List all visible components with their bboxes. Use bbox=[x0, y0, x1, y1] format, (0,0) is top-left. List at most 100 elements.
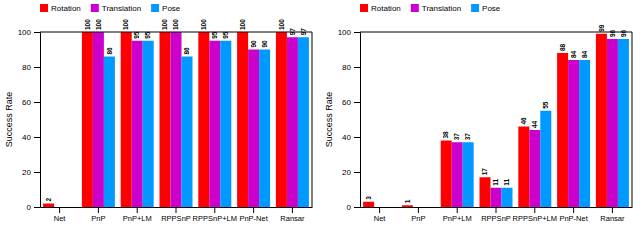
tick-mark bbox=[292, 207, 293, 213]
tick: 80 bbox=[342, 63, 360, 72]
tick-label: 0 bbox=[347, 203, 352, 212]
tick-mark bbox=[34, 207, 40, 208]
tick-mark bbox=[612, 207, 613, 213]
tick: 80 bbox=[22, 63, 40, 72]
frame bbox=[360, 32, 632, 33]
bar bbox=[143, 41, 154, 207]
data-label: 100 bbox=[161, 19, 168, 30]
bar bbox=[220, 41, 231, 207]
tick-mark bbox=[34, 172, 40, 173]
bar bbox=[43, 204, 54, 208]
bar bbox=[402, 205, 413, 207]
tick: Net bbox=[54, 207, 67, 223]
figure: 020406080100NetPnPPnP+LMRPPSnPRPPSnP+LMP… bbox=[0, 0, 640, 227]
data-label: 95 bbox=[144, 31, 151, 39]
bar bbox=[518, 127, 529, 208]
legend-label: Translation bbox=[102, 4, 141, 13]
frame bbox=[312, 32, 313, 207]
bar bbox=[424, 207, 435, 208]
bar bbox=[54, 207, 65, 208]
data-label: 100 bbox=[278, 19, 285, 30]
tick-label: Net bbox=[54, 214, 67, 223]
data-label: 1 bbox=[404, 199, 411, 203]
bar bbox=[607, 39, 618, 207]
bar bbox=[413, 207, 424, 208]
bar bbox=[287, 37, 298, 207]
panel: 020406080100NetPnPPnP+LMRPPSnPRPPSnP+LMP… bbox=[4, 4, 313, 224]
bar bbox=[298, 37, 309, 207]
data-label: 17 bbox=[481, 168, 488, 176]
tick: 60 bbox=[22, 98, 40, 107]
legend-swatch bbox=[411, 4, 419, 12]
tick-label: 100 bbox=[338, 28, 352, 37]
legend-label: Pose bbox=[162, 4, 181, 13]
bar bbox=[441, 141, 452, 208]
data-label: 55 bbox=[542, 101, 549, 109]
bar bbox=[93, 32, 104, 207]
data-label: 97 bbox=[289, 28, 296, 36]
tick-mark bbox=[176, 207, 177, 213]
legend: Rotation Translation Pose bbox=[360, 4, 501, 13]
data-label: 3 bbox=[365, 196, 372, 200]
tick-label: 40 bbox=[22, 133, 31, 142]
y-axis: 020406080100 bbox=[338, 28, 361, 212]
tick-label: Ransar bbox=[600, 214, 625, 223]
tick-mark bbox=[98, 207, 99, 213]
tick-label: PnP-Net bbox=[239, 214, 268, 223]
legend-item: Rotation bbox=[40, 4, 81, 13]
tick-label: PnP bbox=[91, 214, 105, 223]
legend-swatch bbox=[471, 4, 479, 12]
tick: PnP bbox=[91, 207, 105, 223]
data-label: 2 bbox=[45, 198, 52, 202]
tick-mark bbox=[253, 207, 254, 213]
tick-label: RPPSnP bbox=[161, 214, 191, 223]
bar bbox=[540, 111, 551, 207]
tick-label: RPPSnP bbox=[481, 214, 511, 223]
data-label: 100 bbox=[95, 19, 102, 30]
bar bbox=[198, 32, 209, 207]
tick-mark bbox=[214, 207, 215, 213]
bar bbox=[181, 57, 192, 208]
legend-item: Translation bbox=[411, 4, 461, 13]
data-label: 11 bbox=[503, 178, 510, 185]
data-label: 84 bbox=[570, 50, 577, 58]
bar bbox=[618, 39, 629, 207]
x-axis: NetPnPPnP+LMRPPSnPRPPSnP+LMPnP-NetRansar bbox=[361, 207, 633, 223]
axis-line bbox=[34, 33, 41, 208]
legend-label: Pose bbox=[482, 4, 501, 13]
tick-mark bbox=[34, 102, 40, 103]
legend-item: Pose bbox=[151, 4, 181, 13]
legend-item: Rotation bbox=[360, 4, 401, 13]
tick-label: 40 bbox=[342, 133, 351, 142]
data-label: 44 bbox=[531, 120, 538, 128]
legend-item: Translation bbox=[91, 4, 141, 13]
bar bbox=[121, 32, 132, 207]
bar bbox=[385, 207, 396, 208]
legend-swatch bbox=[151, 4, 159, 12]
tick-label: PnP bbox=[411, 214, 425, 223]
data-label: 99 bbox=[598, 24, 605, 32]
tick-label: Net bbox=[374, 214, 387, 223]
data-label: 100 bbox=[200, 19, 207, 30]
legend-label: Rotation bbox=[371, 4, 401, 13]
tick: Ransar bbox=[280, 207, 305, 223]
tick-label: 60 bbox=[22, 98, 31, 107]
tick: PnP+LM bbox=[123, 207, 152, 223]
data-label: 90 bbox=[261, 40, 268, 48]
tick-mark bbox=[354, 207, 360, 208]
tick-mark bbox=[418, 207, 419, 213]
data-label: 84 bbox=[581, 50, 588, 58]
tick: PnP-Net bbox=[559, 207, 588, 223]
tick-label: 0 bbox=[27, 203, 32, 212]
chart-container: 020406080100NetPnPPnP+LMRPPSnPRPPSnP+LMP… bbox=[0, 0, 640, 227]
x-axis: Net PnP PnP+LM RPPSnPRPPSnP+LMPnP-Net Ransar bbox=[41, 207, 313, 223]
tick-label: 60 bbox=[342, 98, 351, 107]
frame bbox=[40, 32, 312, 33]
tick-label: RPPSnP+LM bbox=[193, 214, 237, 223]
tick: RPPSnP bbox=[481, 207, 511, 223]
panel: 020406080100NetPnPPnP+LMRPPSnPRPPSnP+LMP… bbox=[324, 4, 633, 224]
bar bbox=[363, 202, 374, 207]
bar bbox=[491, 188, 502, 207]
data-label: 86 bbox=[183, 47, 190, 55]
tick: RPPSnP bbox=[161, 207, 191, 223]
